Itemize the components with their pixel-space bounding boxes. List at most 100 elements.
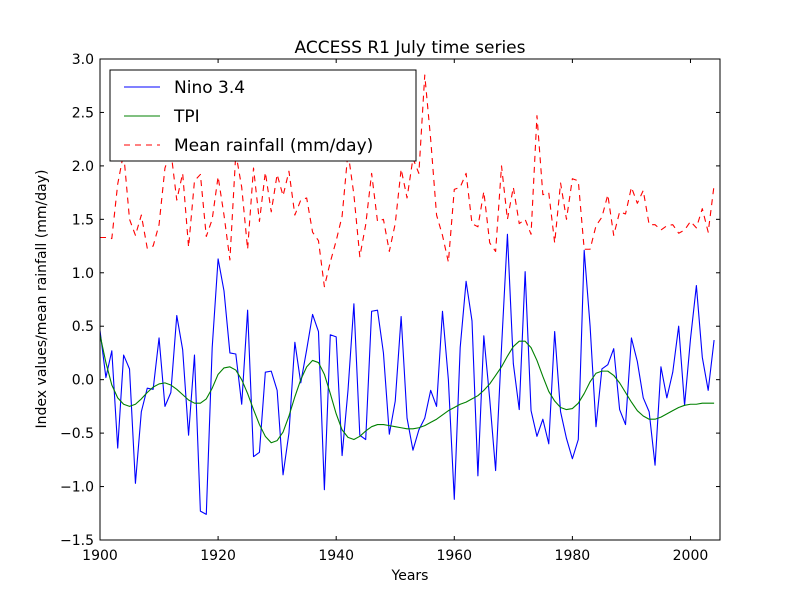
data-point-rainfall	[147, 248, 148, 249]
data-point-tpi	[654, 419, 655, 420]
data-point-tpi	[282, 431, 283, 432]
data-point-nino34	[483, 335, 484, 336]
data-point-rainfall	[578, 180, 579, 181]
data-point-rainfall	[395, 223, 396, 224]
data-point-tpi	[330, 393, 331, 394]
data-point-rainfall	[708, 232, 709, 233]
data-point-rainfall	[566, 219, 567, 220]
data-point-nino34	[554, 331, 555, 332]
data-point-rainfall	[513, 187, 514, 188]
data-point-nino34	[182, 349, 183, 350]
data-point-nino34	[312, 314, 313, 315]
data-point-tpi	[353, 439, 354, 440]
data-point-nino34	[194, 354, 195, 355]
legend-label-rainfall: Mean rainfall (mm/day)	[174, 136, 373, 156]
data-point-rainfall	[282, 195, 283, 196]
data-point-nino34	[383, 352, 384, 353]
data-point-rainfall	[200, 174, 201, 175]
data-point-rainfall	[702, 208, 703, 209]
data-point-rainfall	[312, 232, 313, 233]
data-point-nino34	[229, 352, 230, 353]
data-point-nino34	[206, 514, 207, 515]
x-axis-label: Years	[391, 568, 429, 584]
data-point-tpi	[619, 382, 620, 383]
legend-box	[109, 69, 417, 162]
data-point-rainfall	[371, 173, 372, 174]
data-point-tpi	[578, 403, 579, 404]
data-point-tpi	[383, 424, 384, 425]
data-point-nino34	[176, 315, 177, 316]
data-point-nino34	[170, 392, 171, 393]
data-point-nino34	[584, 250, 585, 251]
data-point-nino34	[141, 411, 142, 412]
data-point-tpi	[206, 398, 207, 399]
data-point-tpi	[513, 346, 514, 347]
data-point-tpi	[418, 427, 419, 428]
data-point-rainfall	[690, 221, 691, 222]
data-point-tpi	[489, 383, 490, 384]
data-point-tpi	[223, 367, 224, 368]
data-point-tpi	[595, 373, 596, 374]
data-point-rainfall	[359, 256, 360, 257]
data-point-rainfall	[229, 259, 230, 260]
data-point-rainfall	[584, 249, 585, 250]
data-point-nino34	[507, 234, 508, 235]
x-tick-label: 1980	[555, 548, 591, 564]
data-point-nino34	[666, 397, 667, 398]
data-point-rainfall	[105, 237, 106, 238]
data-point-tpi	[401, 427, 402, 428]
data-point-tpi	[147, 392, 148, 393]
data-point-nino34	[241, 404, 242, 405]
data-point-rainfall	[194, 180, 195, 181]
data-point-tpi	[324, 374, 325, 375]
data-point-tpi	[271, 442, 272, 443]
data-point-rainfall	[678, 233, 679, 234]
data-point-tpi	[442, 414, 443, 415]
data-point-nino34	[702, 357, 703, 358]
data-point-nino34	[330, 334, 331, 335]
x-tick-label: 1920	[200, 548, 236, 564]
data-point-tpi	[188, 399, 189, 400]
data-point-rainfall	[401, 169, 402, 170]
data-point-tpi	[259, 424, 260, 425]
data-point-tpi	[678, 407, 679, 408]
data-point-tpi	[365, 430, 366, 431]
data-point-nino34	[318, 331, 319, 332]
data-point-rainfall	[253, 167, 254, 168]
data-point-rainfall	[525, 219, 526, 220]
data-point-nino34	[218, 258, 219, 259]
data-point-tpi	[176, 389, 177, 390]
data-point-nino34	[282, 474, 283, 475]
x-tick-label: 1960	[436, 548, 472, 564]
data-point-tpi	[560, 407, 561, 408]
data-point-rainfall	[536, 115, 537, 116]
data-point-rainfall	[324, 286, 325, 287]
data-point-tpi	[229, 366, 230, 367]
data-point-nino34	[164, 406, 165, 407]
data-point-rainfall	[554, 242, 555, 243]
data-point-tpi	[702, 403, 703, 404]
data-point-rainfall	[383, 219, 384, 220]
data-point-nino34	[158, 337, 159, 338]
data-point-tpi	[170, 384, 171, 385]
data-point-rainfall	[176, 199, 177, 200]
data-point-tpi	[342, 429, 343, 430]
data-point-tpi	[300, 379, 301, 380]
data-point-nino34	[147, 388, 148, 389]
data-point-nino34	[560, 411, 561, 412]
data-point-tpi	[123, 404, 124, 405]
data-point-rainfall	[483, 191, 484, 192]
data-point-nino34	[654, 465, 655, 466]
data-point-tpi	[212, 388, 213, 389]
data-point-rainfall	[436, 214, 437, 215]
data-point-tpi	[430, 422, 431, 423]
data-point-rainfall	[654, 224, 655, 225]
data-point-nino34	[436, 406, 437, 407]
data-point-rainfall	[424, 74, 425, 75]
data-point-nino34	[678, 326, 679, 327]
data-point-nino34	[690, 338, 691, 339]
data-point-nino34	[530, 410, 531, 411]
data-point-nino34	[672, 372, 673, 373]
x-tick-label: 1940	[318, 548, 354, 564]
